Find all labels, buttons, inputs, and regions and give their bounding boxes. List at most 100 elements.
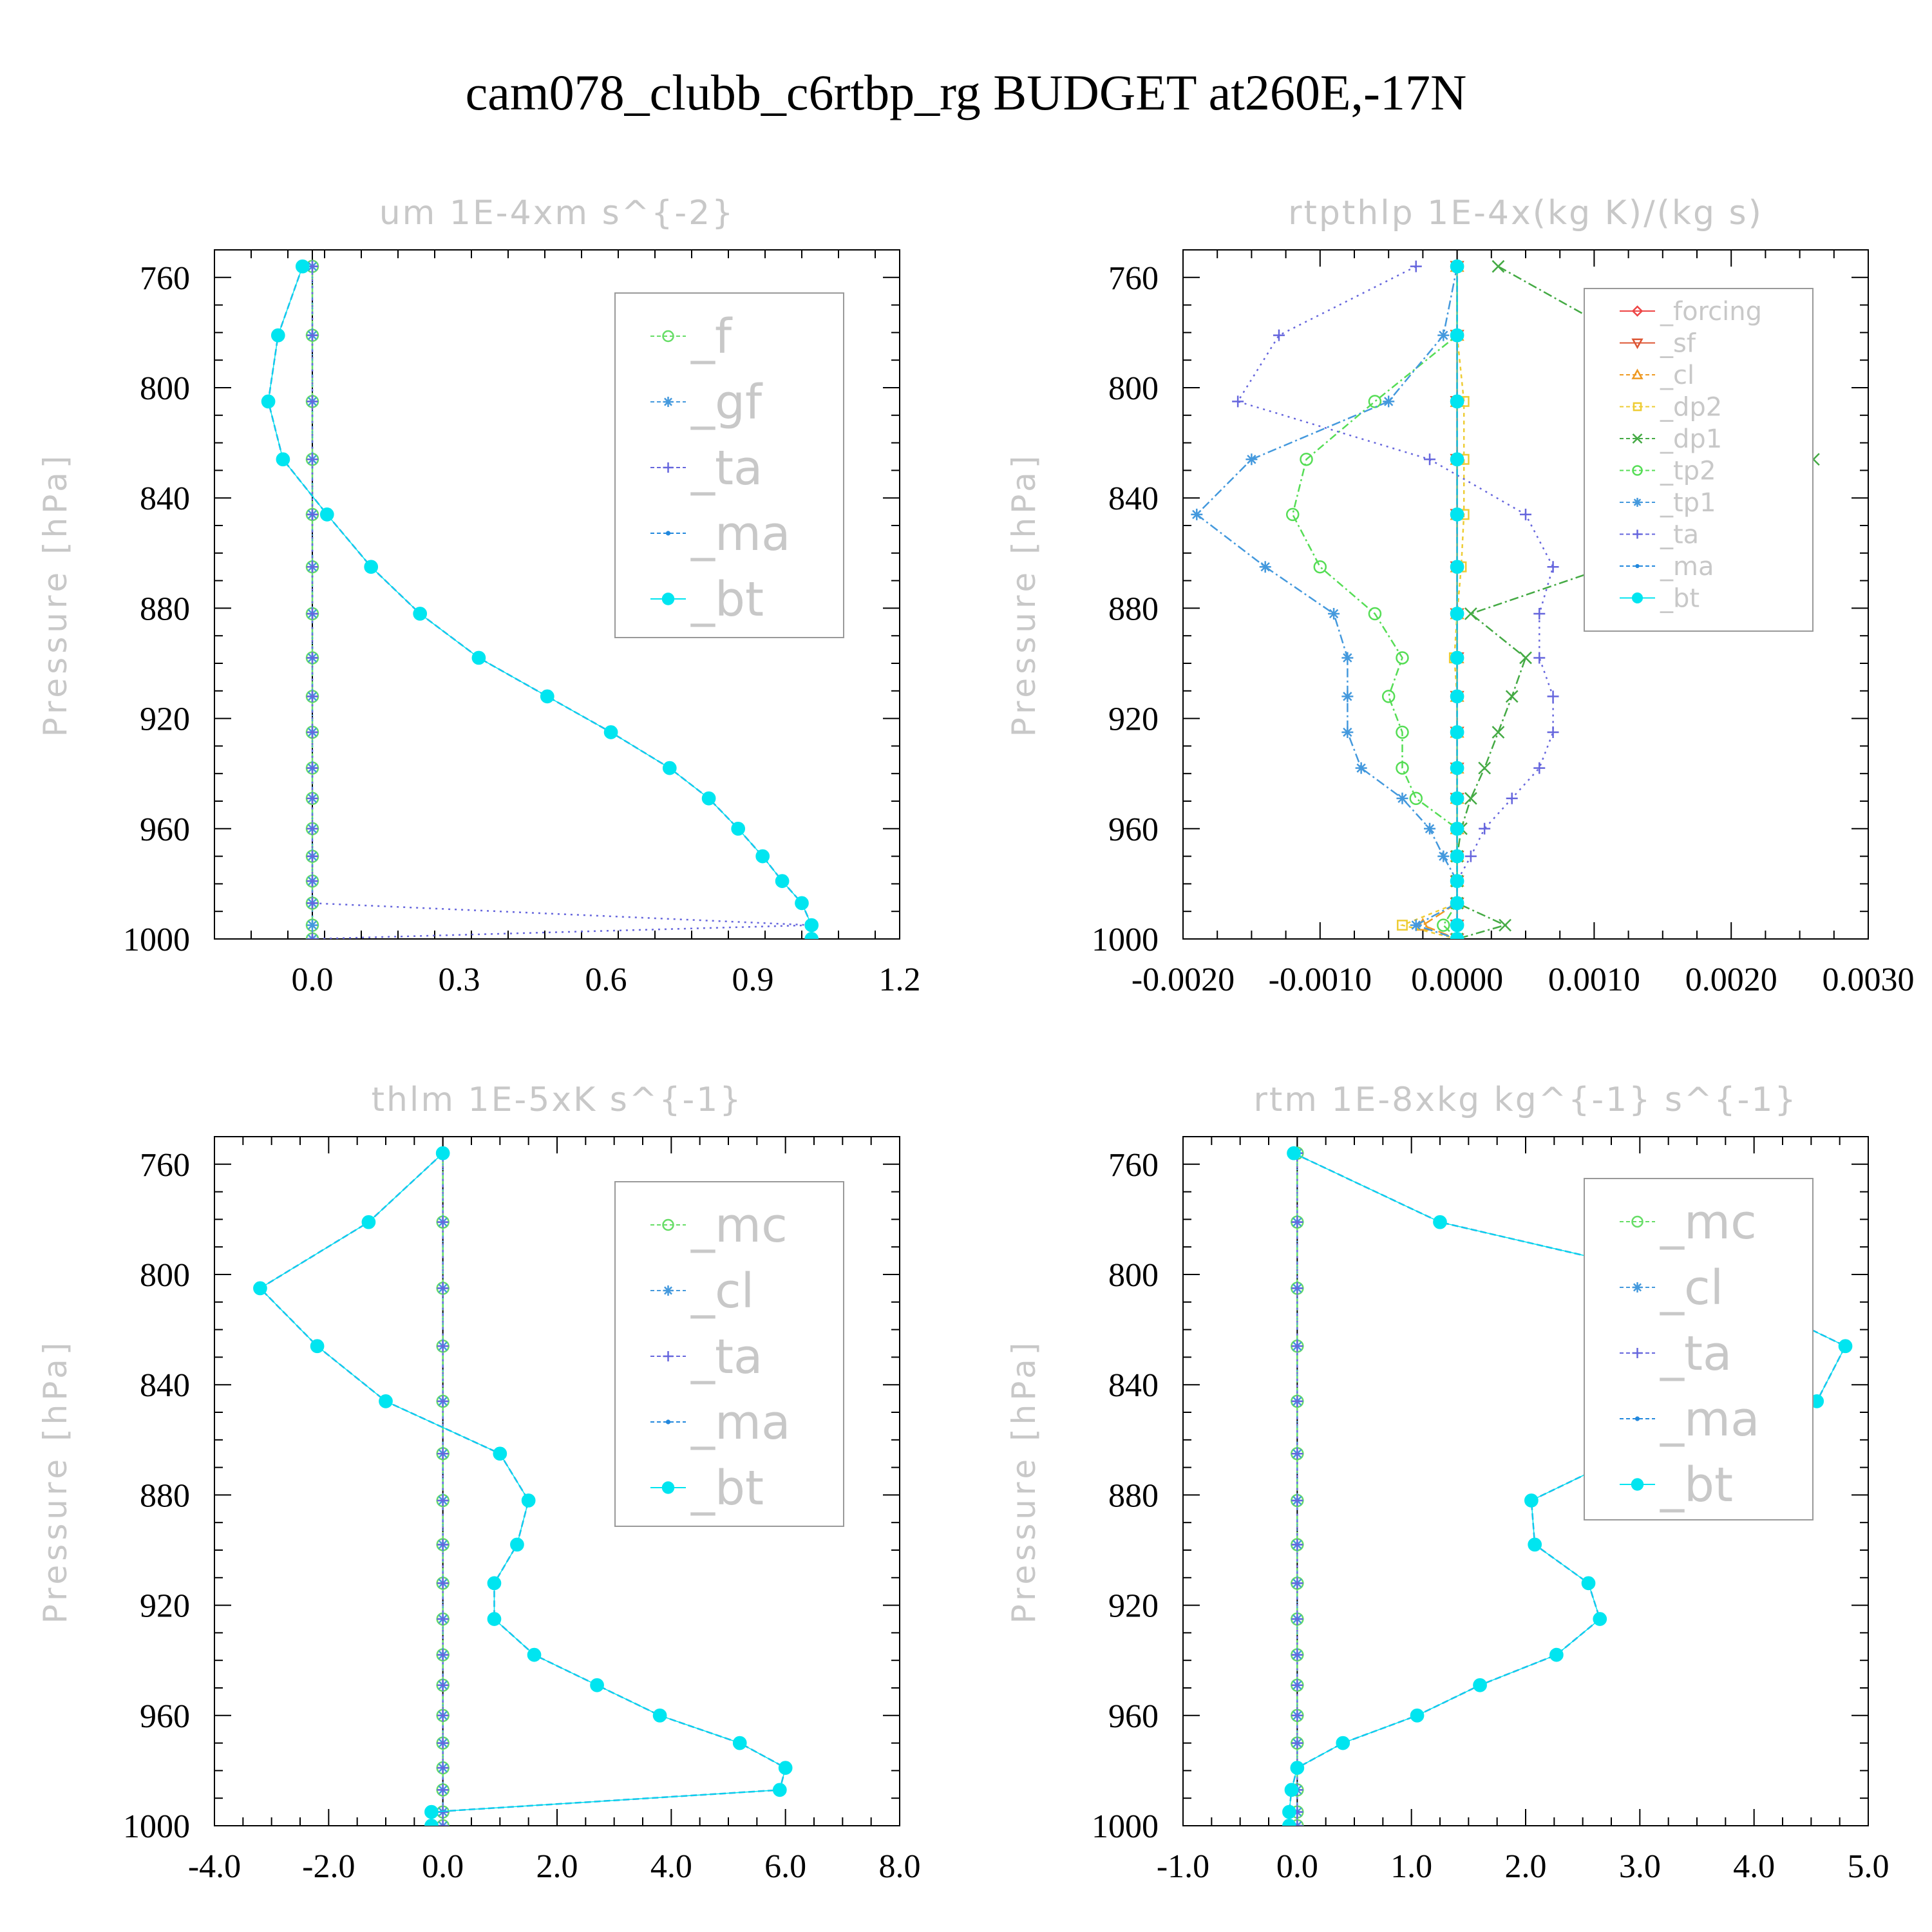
data-point-ta	[307, 329, 318, 341]
data-point-ta	[1410, 260, 1422, 272]
data-point-bt	[1450, 821, 1464, 836]
data-point-ta	[437, 1784, 449, 1796]
data-point-ta	[307, 561, 318, 573]
legend-swatch-marker	[663, 397, 674, 407]
data-point-tp1	[1410, 919, 1422, 931]
data-point-tp2	[1300, 453, 1313, 466]
data-point-bt	[319, 507, 334, 522]
data-point-ta	[437, 1216, 449, 1228]
y-tick-label: 1000	[1092, 1808, 1159, 1845]
data-point-tp1	[1245, 453, 1258, 466]
panel-rtm-budget: rtm 1E-8xkg kg^{-1} s^{-1} Pressure [hPa]…	[1005, 1081, 1889, 1885]
data-point-tp1	[1396, 792, 1408, 804]
data-point-ta	[437, 1494, 449, 1506]
plot-frame	[214, 249, 900, 940]
data-point-ta	[1291, 1613, 1303, 1625]
x-tick-label: 0.0000	[1411, 961, 1503, 998]
data-point-ta	[1291, 1539, 1303, 1551]
y-tick-label: 920	[140, 1588, 190, 1625]
x-tick-label: -4.0	[188, 1848, 241, 1885]
panel-title: thlm 1E-5xK s^{-1}	[372, 1081, 743, 1119]
data-point-tp2	[1381, 690, 1396, 703]
y-tick-label: 1000	[123, 922, 190, 958]
data-point-bt	[310, 1339, 325, 1354]
data-point-ta	[437, 1340, 449, 1352]
data-point-tp1	[1191, 508, 1203, 520]
x-tick-label: -1.0	[1157, 1848, 1209, 1885]
x-tick-label: 0.9	[732, 961, 774, 998]
y-tick-label: 800	[1108, 370, 1159, 407]
data-point-bt	[1282, 1804, 1296, 1819]
data-point-bt	[540, 689, 554, 704]
data-point-ta	[307, 822, 318, 835]
legend-entry: _bt	[1660, 1457, 1733, 1513]
data-point-tp1	[1328, 607, 1340, 620]
legend-swatch-marker	[663, 1351, 674, 1361]
data-point-ta	[1232, 395, 1244, 408]
data-point-bt	[1284, 1783, 1299, 1797]
data-point-ta	[307, 897, 318, 909]
panel-rtpthlp-budget: rtpthlp 1E-4x(kg K)/(kg s) Pressure [hPa]…	[1005, 194, 1915, 998]
data-point-bt	[261, 394, 276, 409]
data-point-bt	[775, 874, 790, 888]
data-point-bt	[795, 896, 809, 911]
y-tick-label: 960	[1108, 811, 1159, 848]
data-point-ta	[1291, 1649, 1303, 1661]
data-point-ta	[1547, 726, 1559, 738]
y-tick-label: 920	[140, 701, 190, 738]
data-point-ta	[1291, 1709, 1303, 1721]
data-point-ta	[437, 1577, 449, 1589]
x-tick-label: -0.0010	[1269, 961, 1372, 998]
data-point-ta	[437, 1613, 449, 1625]
legend-swatch-marker	[1633, 498, 1642, 507]
legend-entry: _bt	[690, 572, 764, 627]
panel-thlm-budget: thlm 1E-5xK s^{-1} Pressure [hPa] 760 800 84…	[37, 1081, 921, 1885]
legend-swatch-marker	[1631, 305, 1643, 317]
legend-swatch-marker	[1633, 529, 1642, 539]
legend-entry: _ma	[1660, 552, 1714, 582]
data-point-bt	[1282, 1819, 1296, 1826]
data-point-ta	[307, 607, 318, 620]
y-tick-label: 840	[1108, 1367, 1159, 1404]
data-point-ta	[1291, 1494, 1303, 1506]
legend-swatch-marker	[1632, 465, 1643, 476]
data-point-ta	[437, 1737, 449, 1749]
data-point-dp1	[1464, 607, 1477, 620]
data-point-tp2	[1313, 560, 1327, 574]
y-tick-label: 1000	[1092, 922, 1159, 958]
data-point-ta	[1479, 822, 1491, 835]
x-tick-label: 3.0	[1619, 1848, 1661, 1885]
data-point-ta	[1464, 850, 1477, 862]
y-tick-label: 840	[140, 480, 190, 517]
data-point-bt	[270, 328, 285, 343]
data-point-ta	[437, 1539, 449, 1551]
x-tick-label: 1.2	[879, 961, 921, 998]
data-point-ta	[307, 933, 318, 939]
legend-entry: _tp2	[1660, 457, 1716, 486]
legend-box	[614, 1181, 844, 1527]
legend-box	[1584, 1178, 1814, 1520]
series-line-dp2	[1399, 266, 1465, 939]
data-point-ta	[437, 1395, 449, 1407]
x-tick-label: 0.6	[585, 961, 627, 998]
legend-entry: _forcing	[1660, 297, 1762, 327]
data-point-bt	[1450, 849, 1464, 864]
data-point-bt	[1450, 761, 1464, 775]
y-tick-label: 840	[1108, 480, 1159, 517]
data-point-bt	[487, 1612, 502, 1626]
legend-swatch-marker	[1631, 338, 1643, 350]
y-tick-label: 800	[140, 370, 190, 407]
data-point-ta	[1291, 1679, 1303, 1691]
data-point-bt	[253, 1281, 267, 1296]
data-point-ta	[307, 875, 318, 887]
data-point-ta	[1533, 652, 1546, 664]
data-point-ta	[1291, 1448, 1303, 1460]
data-point-ta	[1520, 508, 1531, 520]
data-point-dp1	[1492, 726, 1505, 739]
y-tick-label: 880	[1108, 591, 1159, 627]
data-point-ta	[1291, 1282, 1303, 1294]
data-point-bt	[276, 452, 290, 467]
data-point-tp1	[1437, 329, 1450, 341]
legend-swatch-marker	[1634, 1416, 1640, 1421]
